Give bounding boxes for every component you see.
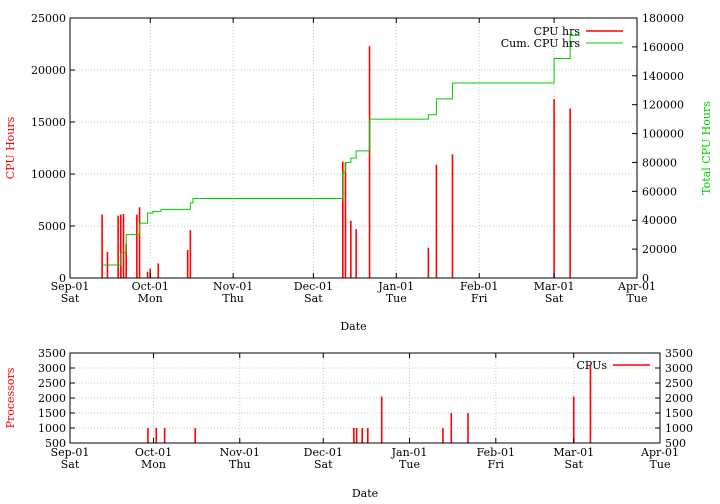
x-tick-label: Mar-01	[553, 446, 594, 459]
cumulative-cpu-line	[102, 34, 581, 266]
y-tick-label: 1500	[38, 407, 66, 420]
x-tick-day-label: Sat	[61, 292, 80, 305]
y2-tick-label: 60000	[642, 185, 677, 198]
y2-tick-label: 2500	[665, 377, 693, 390]
x-tick-label: Apr-01	[640, 446, 679, 459]
y-tick-label: 1000	[38, 422, 66, 435]
x-tick-day-label: Sat	[61, 458, 80, 471]
y2-axis-label: Total CPU Hours	[700, 101, 713, 195]
x-tick-day-label: Sat	[314, 458, 333, 471]
legend-label: CPU hrs	[534, 25, 581, 38]
y2-tick-label: 80000	[642, 156, 677, 169]
x-tick-day-label: Tue	[399, 458, 420, 471]
x-tick-label: Feb-01	[460, 280, 498, 293]
y2-tick-label: 20000	[642, 243, 677, 256]
x-tick-label: Sep-01	[51, 446, 90, 459]
x-tick-day-label: Sat	[545, 292, 564, 305]
x-tick-day-label: Thu	[229, 458, 251, 471]
x-tick-label: Feb-01	[477, 446, 515, 459]
x-tick-label: Jan-01	[391, 446, 428, 459]
y-axis-label: Processors	[4, 367, 17, 428]
y-tick-label: 20000	[31, 64, 66, 77]
x-tick-label: Nov-01	[213, 280, 253, 293]
y2-tick-label: 3500	[665, 347, 693, 360]
x-tick-day-label: Thu	[222, 292, 244, 305]
x-tick-label: Sep-01	[51, 280, 90, 293]
legend-label: Cum. CPU hrs	[501, 37, 581, 50]
x-tick-label: Dec-01	[304, 446, 343, 459]
y-tick-label: 2500	[38, 377, 66, 390]
x-tick-day-label: Tue	[650, 458, 671, 471]
y2-tick-label: 0	[642, 272, 649, 285]
x-tick-day-label: Sat	[564, 458, 583, 471]
y-tick-label: 3500	[38, 347, 66, 360]
y-axis-label: CPU Hours	[4, 116, 17, 179]
y-tick-label: 10000	[31, 168, 66, 181]
y-tick-label: 5000	[38, 220, 66, 233]
y2-tick-label: 120000	[642, 99, 684, 112]
x-axis-label: Date	[340, 320, 366, 333]
y2-tick-label: 1000	[665, 422, 693, 435]
y2-tick-label: 500	[665, 437, 686, 450]
y-tick-label: 0	[59, 272, 66, 285]
x-axis-label: Date	[352, 487, 378, 500]
x-tick-day-label: Tue	[386, 292, 407, 305]
y2-tick-label: 2000	[665, 392, 693, 405]
y2-tick-label: 3000	[665, 362, 693, 375]
x-tick-label: Dec-01	[294, 280, 333, 293]
x-tick-day-label: Fri	[488, 458, 505, 471]
y2-tick-label: 1500	[665, 407, 693, 420]
x-tick-label: Jan-01	[377, 280, 414, 293]
y-tick-label: 25000	[31, 12, 66, 25]
x-tick-label: Mar-01	[534, 280, 575, 293]
y2-tick-label: 160000	[642, 41, 684, 54]
x-tick-label: Oct-01	[135, 446, 172, 459]
y-tick-label: 3000	[38, 362, 66, 375]
y2-tick-label: 140000	[642, 70, 684, 83]
y2-tick-label: 40000	[642, 214, 677, 227]
x-tick-day-label: Tue	[627, 292, 648, 305]
x-tick-day-label: Mon	[138, 292, 163, 305]
y2-tick-label: 180000	[642, 12, 684, 25]
x-tick-label: Nov-01	[220, 446, 260, 459]
y-tick-label: 2000	[38, 392, 66, 405]
x-tick-day-label: Mon	[141, 458, 166, 471]
y2-tick-label: 100000	[642, 128, 684, 141]
x-tick-day-label: Sat	[304, 292, 323, 305]
x-tick-label: Apr-01	[617, 280, 656, 293]
y-tick-label: 15000	[31, 116, 66, 129]
plot-frame	[69, 17, 638, 279]
y-tick-label: 500	[45, 437, 66, 450]
legend-label: CPUs	[576, 359, 607, 372]
x-tick-label: Oct-01	[132, 280, 169, 293]
x-tick-day-label: Fri	[471, 292, 488, 305]
